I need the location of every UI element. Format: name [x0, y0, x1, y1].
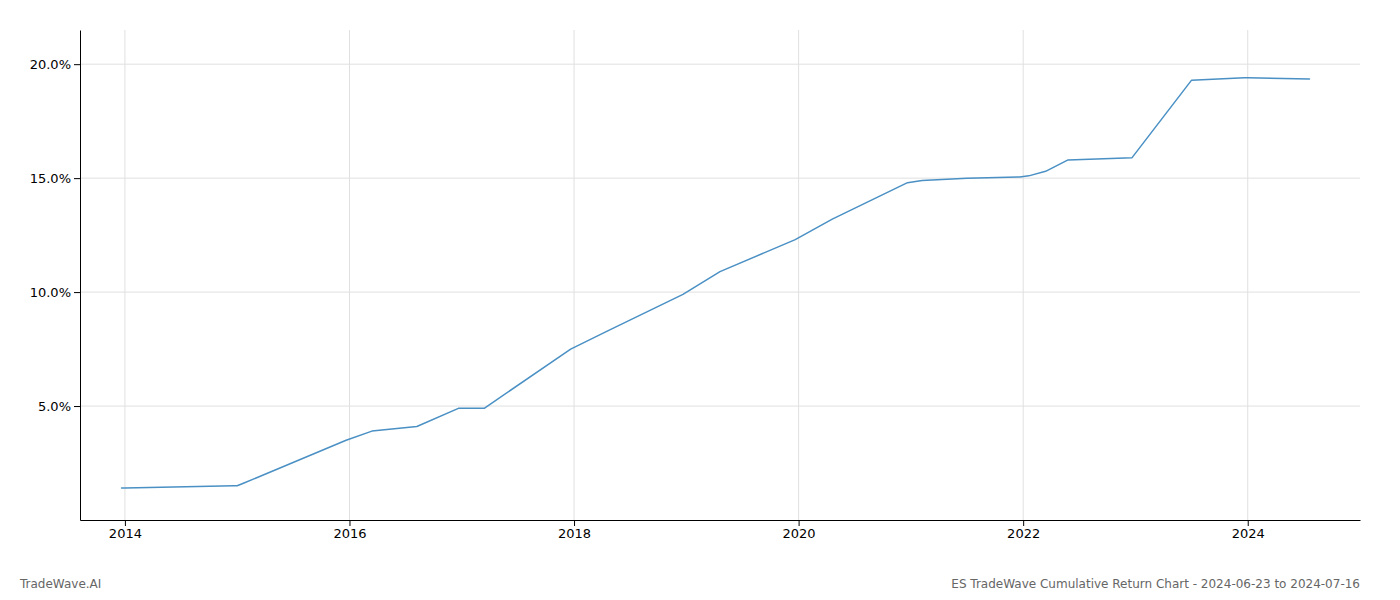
annotation: ES TradeWave Cumulative Return Chart - 2…: [951, 577, 1360, 591]
tick-label: 2014: [109, 526, 142, 541]
tick-label: 2018: [558, 526, 591, 541]
tick-mark: [125, 520, 126, 526]
grid-line-x: [798, 30, 799, 520]
tick-label: 15.0%: [30, 171, 71, 186]
tick-mark: [74, 178, 80, 179]
x-tick: 2022: [1007, 520, 1040, 541]
chart: 2014 2016 2018 2020 2022 2024 5.0% 10.0% 15.0% 20…: [0, 0, 1400, 600]
grid-line-y: [80, 64, 1360, 65]
tick-label: 2016: [333, 526, 366, 541]
tick-mark: [74, 406, 80, 407]
grid-line-x: [1247, 30, 1248, 520]
tick-mark: [74, 64, 80, 65]
tick-label: 10.0%: [30, 285, 71, 300]
tick-mark: [349, 520, 350, 526]
axis-line: [80, 31, 81, 521]
tick-mark: [574, 520, 575, 526]
grid-line-x: [574, 30, 575, 520]
tick-mark: [799, 520, 800, 526]
annotation: TradeWave.AI: [19, 577, 101, 591]
y-tick: 5.0%: [38, 399, 80, 414]
grid-line-x: [1023, 30, 1024, 520]
axis-line: [81, 520, 1361, 521]
grid-line-y: [80, 178, 1360, 179]
x-tick: 2018: [558, 520, 591, 541]
x-tick: 2016: [333, 520, 366, 541]
x-tick: 2020: [783, 520, 816, 541]
tick-mark: [1248, 520, 1249, 526]
tick-label: 2020: [783, 526, 816, 541]
x-tick: 2024: [1232, 520, 1265, 541]
grid: [80, 30, 1360, 520]
tick-mark: [1023, 520, 1024, 526]
line: [122, 78, 1310, 488]
marks: [122, 78, 1310, 488]
y-tick: 20.0%: [30, 57, 80, 72]
grid-line-x: [124, 30, 125, 520]
tick-label: 2022: [1007, 526, 1040, 541]
tick-mark: [74, 292, 80, 293]
y-tick: 15.0%: [30, 171, 80, 186]
plot: 2014 2016 2018 2020 2022 2024 5.0% 10.0% 15.0% 20…: [30, 30, 1361, 541]
x-axis: 2014 2016 2018 2020 2022 2024: [81, 520, 1361, 541]
y-axis: 5.0% 10.0% 15.0% 20.0%: [30, 31, 81, 521]
tick-label: 5.0%: [38, 399, 71, 414]
grid-line-y: [80, 406, 1360, 407]
grid-line-x: [349, 30, 350, 520]
y-tick: 10.0%: [30, 285, 80, 300]
tick-label: 20.0%: [30, 57, 71, 72]
grid-line-y: [80, 292, 1360, 293]
x-tick: 2014: [109, 520, 142, 541]
tick-label: 2024: [1232, 526, 1265, 541]
